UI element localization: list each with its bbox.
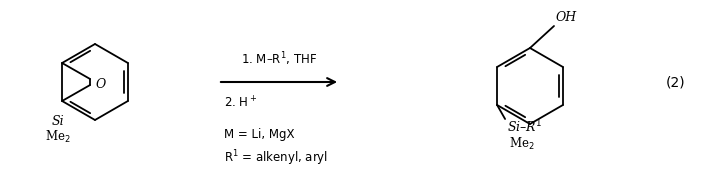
Text: (2): (2) bbox=[665, 75, 685, 89]
Text: 2. H$^+$: 2. H$^+$ bbox=[224, 95, 257, 110]
Text: Me$_2$: Me$_2$ bbox=[509, 136, 535, 152]
Text: Si: Si bbox=[52, 115, 65, 128]
Text: Me$_2$: Me$_2$ bbox=[45, 129, 71, 145]
Text: OH: OH bbox=[556, 11, 577, 24]
Text: M = Li, MgX: M = Li, MgX bbox=[224, 128, 295, 141]
Text: R$^1$ = alkenyl, aryl: R$^1$ = alkenyl, aryl bbox=[224, 148, 328, 168]
Text: O: O bbox=[95, 79, 105, 92]
Text: Si–R$^1$: Si–R$^1$ bbox=[507, 119, 542, 136]
Text: 1. M–R$^1$, THF: 1. M–R$^1$, THF bbox=[241, 50, 317, 68]
